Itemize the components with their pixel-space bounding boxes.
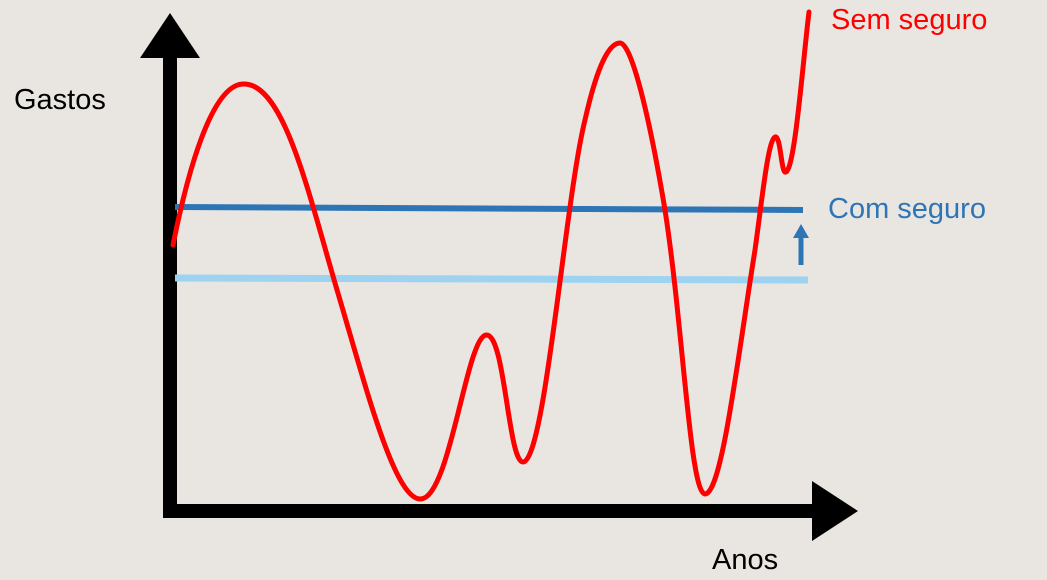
without-insurance-curve xyxy=(170,9,812,502)
baseline-line xyxy=(174,274,809,284)
without-insurance-label: Sem seguro xyxy=(831,4,988,36)
x-axis-label: Anos xyxy=(712,544,779,576)
y-axis-label: Gastos xyxy=(14,84,106,116)
x-axis-arrowhead xyxy=(812,481,858,541)
with-insurance-line xyxy=(174,204,804,213)
y-axis-arrowhead xyxy=(140,13,200,58)
with-insurance-label: Com seguro xyxy=(828,193,986,225)
increase-arrow-icon xyxy=(793,224,809,265)
axes xyxy=(140,13,858,541)
